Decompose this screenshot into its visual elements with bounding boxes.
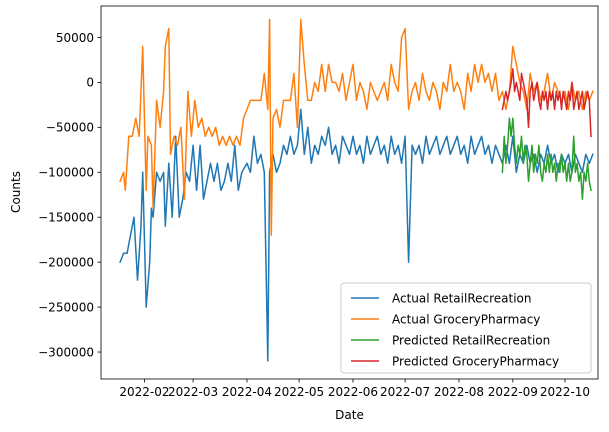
x-tick-label: 2022-10 bbox=[540, 385, 590, 399]
legend-label: Actual GroceryPharmacy bbox=[392, 312, 540, 326]
x-tick-label: 2022-02 bbox=[119, 385, 169, 399]
legend: Actual RetailRecreation Actual GroceryPha… bbox=[340, 282, 592, 374]
plot-area-frame bbox=[100, 5, 599, 380]
y-tick-label: −50000 bbox=[46, 121, 94, 135]
x-tick-label: 2022-04 bbox=[222, 385, 272, 399]
y-tick-label: −300000 bbox=[38, 345, 94, 359]
x-tick-label: 2022-07 bbox=[380, 385, 430, 399]
y-axis-ticks: 50000 0 −50000 −100000 −150000 −200000 −250000… bbox=[38, 31, 101, 359]
y-tick-label: −100000 bbox=[38, 166, 94, 180]
series-lines bbox=[119, 18, 594, 362]
series-line-4 bbox=[501, 68, 592, 138]
x-tick-label: 2022-03 bbox=[168, 385, 218, 399]
x-tick-label: 2022-09 bbox=[488, 385, 538, 399]
y-tick-label: 0 bbox=[86, 76, 94, 90]
y-tick-label: −150000 bbox=[38, 211, 94, 225]
x-tick-label: 2022-05 bbox=[274, 385, 324, 399]
x-axis-label: Date bbox=[335, 408, 364, 422]
series-line-2 bbox=[119, 18, 594, 236]
legend-frame bbox=[340, 282, 592, 374]
legend-entries: Actual RetailRecreation Actual GroceryPha… bbox=[351, 291, 559, 368]
y-tick-label: −250000 bbox=[38, 300, 94, 314]
series-line-3 bbox=[501, 117, 592, 200]
x-tick-label: 2022-06 bbox=[328, 385, 378, 399]
y-tick-label: 50000 bbox=[56, 31, 94, 45]
y-axis-label: Counts bbox=[9, 171, 23, 213]
series-line-1 bbox=[119, 108, 594, 362]
legend-label: Predicted GroceryPharmacy bbox=[392, 354, 559, 368]
x-tick-label: 2022-08 bbox=[434, 385, 484, 399]
legend-label: Predicted RetailRecreation bbox=[392, 333, 550, 347]
legend-label: Actual RetailRecreation bbox=[392, 291, 532, 305]
y-tick-label: −200000 bbox=[38, 255, 94, 269]
